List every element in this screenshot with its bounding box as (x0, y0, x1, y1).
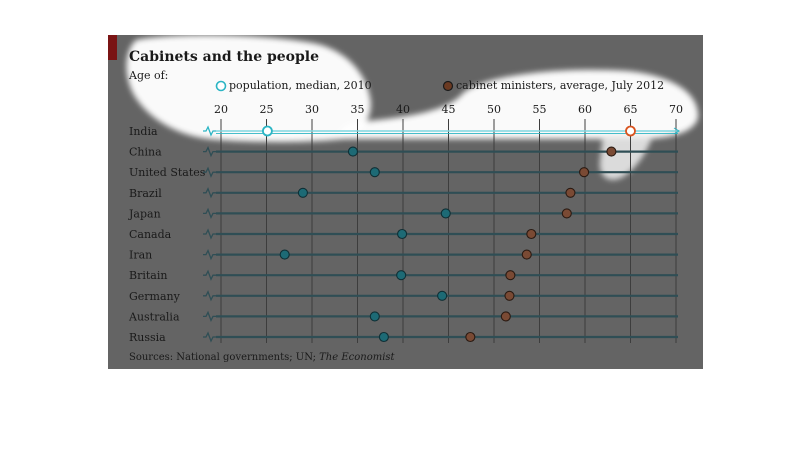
population-point (279, 249, 290, 260)
axis-break-icon (203, 187, 216, 199)
legend-label-population: population, median, 2010 (229, 79, 372, 92)
minister-point (625, 125, 636, 137)
population-point (397, 228, 408, 240)
minister-point (606, 146, 617, 157)
population-point (262, 125, 273, 137)
x-tick-label: 40 (396, 103, 410, 116)
axis-break-icon (203, 166, 216, 178)
country-label: Brazil (129, 187, 162, 200)
country-label: Iran (129, 249, 152, 262)
x-tick-label: 55 (533, 103, 547, 116)
country-label: Japan (128, 207, 161, 220)
axis-break-icon (203, 269, 216, 281)
x-tick-label: 45 (442, 103, 456, 116)
x-tick-label: 20 (214, 103, 228, 116)
source-note: Sources: National governments; UN; The E… (129, 352, 396, 363)
source-italic: The Economist (319, 352, 395, 363)
population-point (396, 270, 407, 281)
highlight-overlay (126, 35, 699, 180)
legend-marker-population (215, 80, 227, 92)
chart-subtitle: Age of: (128, 69, 168, 82)
country-rows: India China United States Brazil Japan Canada… (128, 125, 680, 344)
population-point (369, 311, 380, 322)
x-tick-label: 25 (260, 103, 274, 116)
country-label: Canada (129, 228, 172, 241)
chart-svg: Cabinets and the people Age of: populati… (126, 35, 699, 363)
axis-break-icon (203, 331, 216, 343)
accent-bar (108, 35, 117, 60)
population-point (347, 146, 358, 157)
highlight-left (126, 35, 371, 143)
country-label: Germany (129, 290, 181, 303)
data-points (262, 125, 636, 343)
axis-break-icon (203, 145, 216, 158)
population-point (378, 331, 389, 343)
minister-point (521, 249, 532, 260)
minister-point (579, 167, 590, 178)
minister-point (561, 208, 572, 219)
x-tick-label: 30 (305, 103, 319, 116)
axis-break-icon (203, 290, 216, 302)
legend-marker-ministers (442, 80, 454, 92)
axis-break-icon (203, 228, 216, 240)
country-label: Russia (129, 331, 166, 344)
population-point (297, 187, 308, 198)
x-axis-ticks: 20 25 30 35 40 45 50 55 60 65 70 (214, 103, 683, 116)
axis-break-icon (203, 207, 216, 220)
minister-point (526, 228, 537, 240)
country-label: Britain (129, 269, 167, 282)
chart-title: Cabinets and the people (129, 49, 319, 65)
population-point (440, 208, 451, 219)
legend: population, median, 2010 cabinet ministe… (215, 79, 664, 92)
x-tick-label: 35 (351, 103, 365, 116)
x-tick-label: 50 (487, 103, 501, 116)
minister-point (504, 290, 515, 301)
x-tick-label: 65 (624, 103, 638, 116)
x-tick-label: 60 (578, 103, 592, 116)
highlight-right (338, 69, 699, 139)
source-prefix: Sources: National governments; UN; (129, 352, 319, 363)
country-label: Australia (128, 310, 180, 323)
axis-break-icon (203, 310, 216, 323)
row-arrow-icon (673, 127, 680, 135)
minister-point (505, 270, 516, 281)
axis-break-icon (203, 125, 216, 137)
minister-point (565, 187, 576, 198)
country-label: India (129, 125, 158, 138)
population-point (369, 167, 380, 178)
x-tick-label: 70 (669, 103, 683, 116)
minister-point (500, 311, 511, 322)
axis-break-icon (203, 248, 216, 261)
population-point (437, 290, 448, 301)
legend-label-ministers: cabinet ministers, average, July 2012 (456, 79, 664, 92)
country-label: United States (129, 166, 206, 179)
minister-point (465, 331, 476, 343)
highlight-right-drip (599, 135, 653, 180)
country-label: China (129, 146, 162, 159)
